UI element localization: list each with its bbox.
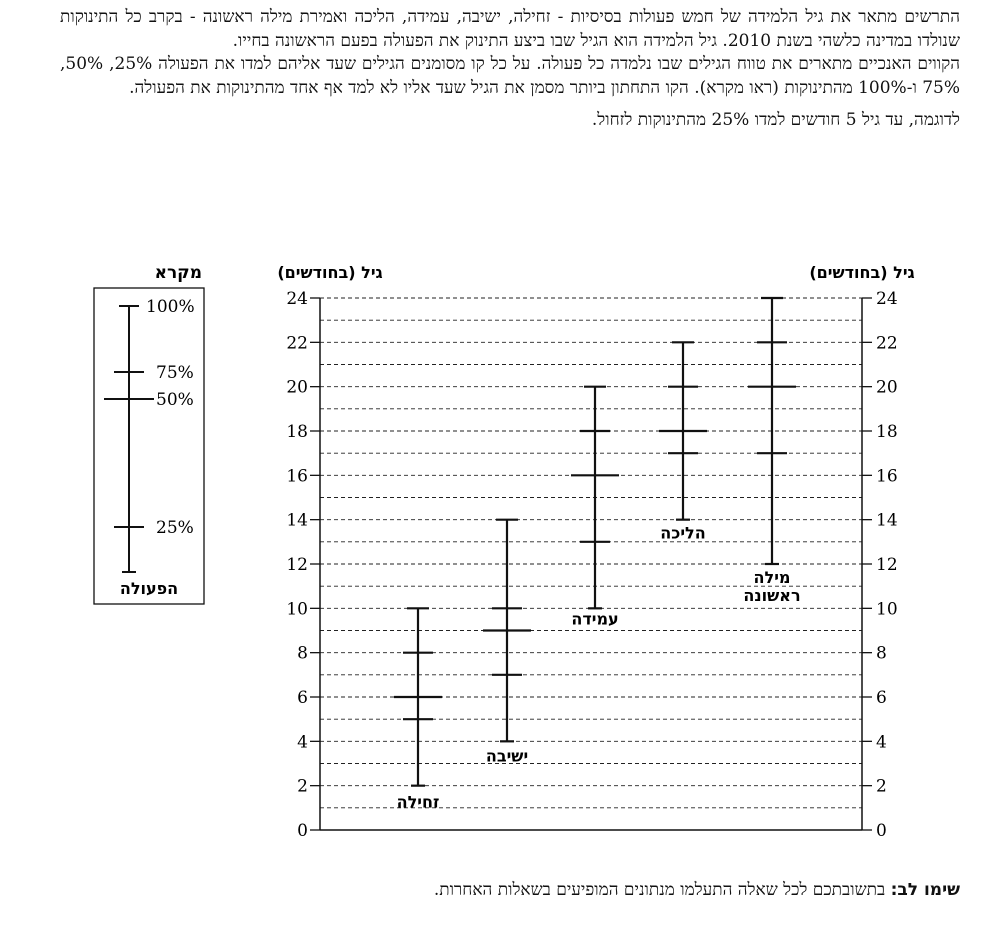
y-tick-label-right: 14 <box>876 511 898 531</box>
note: שימו לב: בתשובתכם לכל שאלה התעלמו מנתוני… <box>434 880 960 900</box>
series-label-line: מילה <box>754 568 791 587</box>
note-label: שימו לב: <box>890 880 960 900</box>
y-tick-label-left: 4 <box>297 732 308 752</box>
y-tick-label-left: 6 <box>297 688 308 708</box>
y-tick-label-right: 20 <box>876 378 898 398</box>
y-tick-label-right: 22 <box>876 333 898 353</box>
y-tick-label-right: 8 <box>876 644 887 664</box>
chart-figure: מקרא 100% 75% 50% 25% הפעולה גיל (בחודשי… <box>93 263 915 841</box>
intro-example: לדוגמה, עד גיל 5 חודשים למדו 25% מהתינוק… <box>591 110 960 130</box>
y-tick-label-right: 0 <box>876 821 887 841</box>
legend-label-75: 75% <box>156 363 194 383</box>
y-tick-label-left: 24 <box>286 289 308 309</box>
series-4: הליכה <box>659 341 707 543</box>
series: זחילה ישיבה עמידה הליכה מילה ראשונה <box>394 296 801 812</box>
series-label: ישיבה <box>486 746 528 765</box>
legend-box <box>93 287 205 605</box>
legend-bottom-label: הפעולה <box>120 579 178 598</box>
series-label-line: ראשונה <box>743 586 800 605</box>
series-2: ישיבה <box>483 518 531 765</box>
y-tick-label-left: 2 <box>297 777 308 797</box>
series-1: זחילה <box>394 607 442 812</box>
y-tick-label-right: 16 <box>876 466 898 486</box>
series-label: מילה ראשונה <box>743 568 800 605</box>
series-label: זחילה <box>397 793 440 812</box>
intro-paragraph-2: הקווים האנכיים מתארים את טווח הגילים שבו… <box>60 54 961 98</box>
legend-label-50: 50% <box>156 390 194 410</box>
y-tick-label-right: 24 <box>876 289 898 309</box>
y-tick-label-left: 20 <box>286 378 308 398</box>
y-tick-label-left: 18 <box>286 422 308 442</box>
y-tick-label-left: 10 <box>286 599 308 619</box>
y-tick-label-left: 16 <box>286 466 308 486</box>
y-tick-label-right: 10 <box>876 599 898 619</box>
legend-label-100: 100% <box>146 297 195 317</box>
legend-title: מקרא <box>155 263 202 283</box>
y-tick-label-left: 0 <box>297 821 308 841</box>
y-tick-label-left: 22 <box>286 333 308 353</box>
y-tick-label-left: 8 <box>297 644 308 664</box>
series-3: עמידה <box>571 385 619 628</box>
series-label: עמידה <box>571 609 618 628</box>
intro-text: התרשים מתאר את גיל הלמידה של חמש פעולות … <box>60 6 960 133</box>
y-tick-label-left: 14 <box>286 511 308 531</box>
legend-label-25: 25% <box>156 518 194 538</box>
y-axis-title-right: גיל (בחודשים) <box>809 263 914 282</box>
series-5: מילה ראשונה <box>743 296 801 605</box>
y-tick-label-right: 12 <box>876 555 898 575</box>
y-tick-label-right: 2 <box>876 777 887 797</box>
intro-paragraph-1: התרשים מתאר את גיל הלמידה של חמש פעולות … <box>60 7 960 51</box>
note-text: בתשובתכם לכל שאלה התעלמו מנתונים המופיעי… <box>433 880 886 900</box>
y-axis-title-left: גיל (בחודשים) <box>277 263 382 282</box>
grid <box>320 297 862 809</box>
y-tick-label-right: 4 <box>876 732 887 752</box>
y-tick-label-right: 6 <box>876 688 887 708</box>
legend: מקרא 100% 75% 50% 25% הפעולה <box>93 263 205 605</box>
series-label: הליכה <box>660 524 705 543</box>
y-tick-label-right: 18 <box>876 422 898 442</box>
y-tick-label-left: 12 <box>286 555 308 575</box>
